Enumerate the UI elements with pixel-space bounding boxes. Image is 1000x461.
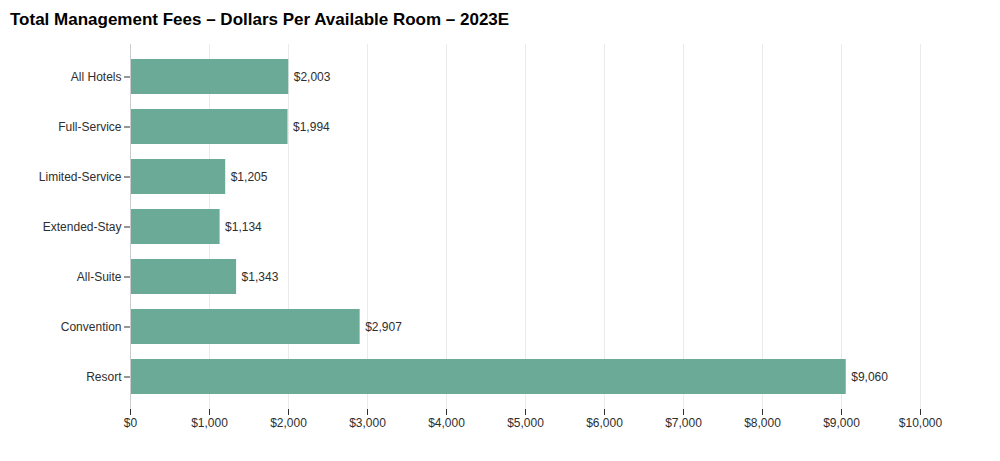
svg-text:Limited-Service: Limited-Service — [39, 170, 122, 184]
svg-text:$9,000: $9,000 — [823, 416, 860, 430]
svg-text:$4,000: $4,000 — [428, 416, 465, 430]
svg-text:$0: $0 — [124, 416, 138, 430]
svg-text:$3,000: $3,000 — [349, 416, 386, 430]
svg-text:$7,000: $7,000 — [665, 416, 702, 430]
svg-text:All Hotels: All Hotels — [71, 70, 122, 84]
svg-text:$1,994: $1,994 — [293, 120, 330, 134]
svg-text:$6,000: $6,000 — [586, 416, 623, 430]
svg-text:$2,000: $2,000 — [270, 416, 307, 430]
svg-text:Convention: Convention — [61, 320, 122, 334]
svg-text:$10,000: $10,000 — [899, 416, 943, 430]
svg-text:Full-Service: Full-Service — [58, 120, 122, 134]
svg-text:$2,003: $2,003 — [294, 70, 331, 84]
svg-text:$8,000: $8,000 — [744, 416, 781, 430]
html-text:Total Management Fees – Dollar: Total Management Fees – Dollars Per Avai… — [10, 10, 510, 29]
svg-text:All-Suite: All-Suite — [77, 270, 122, 284]
svg-text:$1,000: $1,000 — [191, 416, 228, 430]
svg-text:$1,134: $1,134 — [225, 220, 262, 234]
svg-text:Extended-Stay: Extended-Stay — [43, 220, 122, 234]
svg-text:$2,907: $2,907 — [365, 320, 402, 334]
svg-text:$9,060: $9,060 — [851, 370, 888, 384]
svg-text:$1,343: $1,343 — [242, 270, 279, 284]
svg-text:$1,205: $1,205 — [231, 170, 268, 184]
svg-text:Resort: Resort — [86, 370, 122, 384]
svg-text:$5,000: $5,000 — [507, 416, 544, 430]
